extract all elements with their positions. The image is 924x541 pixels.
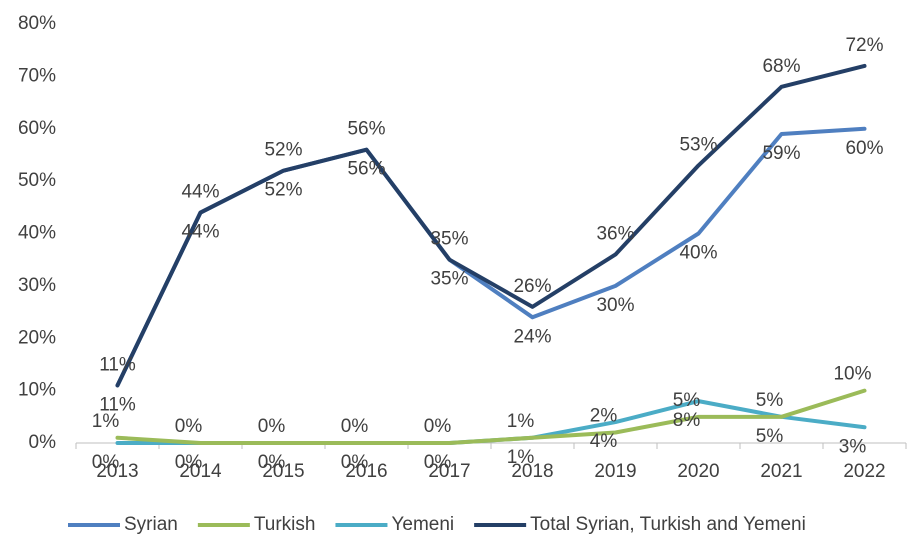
data-label: 0% <box>341 416 369 437</box>
data-label: 40% <box>679 243 717 264</box>
y-tick-label: 50% <box>18 170 56 191</box>
x-tick-label: 2015 <box>262 461 304 482</box>
data-label: 11% <box>99 394 136 415</box>
data-label: 35% <box>430 229 468 250</box>
data-label: 72% <box>845 35 883 56</box>
data-label: 8% <box>673 410 701 431</box>
data-label: 0% <box>258 452 286 473</box>
x-tick-label: 2014 <box>179 461 222 482</box>
data-label: 52% <box>264 180 302 201</box>
data-label: 36% <box>596 223 634 244</box>
legend-label: Syrian <box>124 514 178 535</box>
data-label: 0% <box>258 416 286 437</box>
data-label: 44% <box>181 222 219 243</box>
data-label: 2% <box>590 406 618 427</box>
x-tick-label: 2020 <box>677 461 719 482</box>
data-label: 1% <box>507 411 535 432</box>
data-label: 24% <box>513 326 551 347</box>
y-tick-label: 60% <box>18 118 56 139</box>
y-tick-label: 10% <box>18 380 56 401</box>
x-tick-label: 2022 <box>843 461 885 482</box>
data-label: 5% <box>756 390 784 411</box>
data-label: 59% <box>762 143 800 164</box>
series-line <box>115 126 867 388</box>
y-tick-label: 20% <box>18 327 56 348</box>
series-line <box>115 388 867 445</box>
data-label: 4% <box>590 431 618 452</box>
data-label: 3% <box>839 436 867 457</box>
data-label: 11% <box>99 354 136 375</box>
data-label: 0% <box>424 452 452 473</box>
legend-label: Turkish <box>254 514 316 535</box>
y-tick-label: 80% <box>18 13 56 34</box>
legend-label: Total Syrian, Turkish and Yemeni <box>530 514 806 535</box>
y-tick-label: 0% <box>29 432 57 453</box>
data-label: 56% <box>347 159 385 180</box>
data-label: 44% <box>181 182 219 203</box>
data-label: 30% <box>596 295 634 316</box>
data-label: 0% <box>341 452 369 473</box>
data-label: 5% <box>756 426 784 447</box>
y-tick-label: 40% <box>18 223 56 244</box>
series-line <box>115 63 867 388</box>
x-tick-label: 2018 <box>511 461 553 482</box>
data-label: 60% <box>845 138 883 159</box>
data-label: 10% <box>833 364 871 385</box>
data-label: 68% <box>762 56 800 77</box>
data-label: 1% <box>92 411 120 432</box>
data-label: 0% <box>175 416 203 437</box>
x-tick-label: 2013 <box>96 461 138 482</box>
data-label: 5% <box>673 390 701 411</box>
data-label: 1% <box>507 447 535 468</box>
data-label: 52% <box>264 140 302 161</box>
data-label: 0% <box>175 452 203 473</box>
legend-label: Yemeni <box>391 514 454 535</box>
data-label: 35% <box>430 269 468 290</box>
y-tick-label: 70% <box>18 65 56 86</box>
data-label: 56% <box>347 119 385 140</box>
x-tick-label: 2019 <box>594 461 636 482</box>
x-tick-label: 2017 <box>428 461 470 482</box>
data-label: 53% <box>679 134 717 155</box>
series-line <box>115 399 867 445</box>
data-label: 0% <box>92 452 120 473</box>
x-tick-label: 2016 <box>345 461 387 482</box>
data-label: 26% <box>513 276 551 297</box>
x-tick-label: 2021 <box>760 461 802 482</box>
y-tick-label: 30% <box>18 275 56 296</box>
data-label: 0% <box>424 416 452 437</box>
